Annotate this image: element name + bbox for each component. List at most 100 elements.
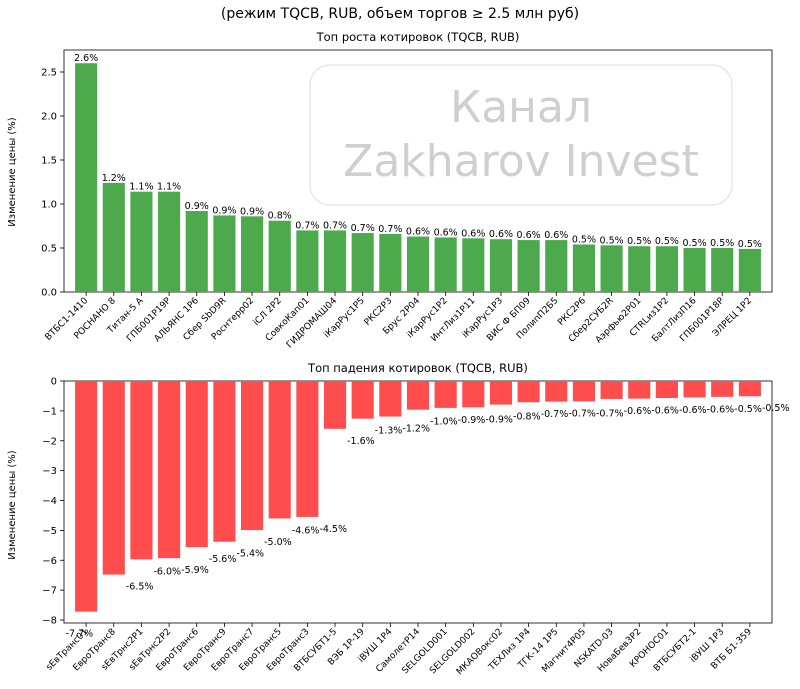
watermark-line2: Zakharov Invest xyxy=(343,136,699,187)
bar xyxy=(102,182,125,292)
bar xyxy=(572,381,595,402)
data-label: 0.6% xyxy=(544,230,568,241)
bar xyxy=(489,239,513,292)
bar xyxy=(213,381,236,542)
bar xyxy=(158,381,181,559)
y-tick-label: 0.5 xyxy=(41,244,57,255)
data-label: 0.6% xyxy=(489,229,513,240)
data-label: -5.6% xyxy=(209,554,237,565)
bar xyxy=(268,220,291,292)
y-tick-label: −3 xyxy=(42,466,57,477)
x-tick-label: ГИДРОМАШ04 xyxy=(285,296,339,350)
bar xyxy=(130,191,153,292)
y-tick-label: −5 xyxy=(42,526,57,537)
data-label: 0.7% xyxy=(295,220,319,231)
data-label: 0.9% xyxy=(212,205,236,216)
top-losers-ylabel: Изменение цены (%) xyxy=(7,450,18,560)
bar xyxy=(296,230,319,292)
data-label: -0.7% xyxy=(568,409,596,420)
y-tick-label: −1 xyxy=(42,406,57,417)
bar xyxy=(323,230,347,292)
bar xyxy=(323,381,347,429)
data-label: 1.1% xyxy=(129,182,153,193)
data-label: 1.1% xyxy=(157,182,181,193)
bar xyxy=(75,381,98,612)
top-losers-plot: 0−1−2−3−4−5−6−7−8-7.7%sЕвТранс01-6.5%Евр… xyxy=(42,377,789,678)
bar xyxy=(268,381,291,519)
data-label: 0.7% xyxy=(323,220,347,231)
suptitle: (режим TQCB, RUB, объем торгов ≥ 2.5 млн… xyxy=(221,6,579,22)
data-label: -4.6% xyxy=(292,525,320,536)
bar xyxy=(434,381,457,408)
data-label: -0.6% xyxy=(679,405,707,416)
bar xyxy=(213,215,236,292)
y-tick-label: −7 xyxy=(42,586,57,597)
data-label: 0.6% xyxy=(406,227,430,238)
bar xyxy=(406,236,430,292)
data-label: -6.5% xyxy=(126,582,154,593)
bar xyxy=(130,381,153,560)
data-label: 0.7% xyxy=(378,224,402,235)
bar xyxy=(406,381,430,410)
top-losers-title: Топ падения котировок (TQCB, RUB) xyxy=(307,361,528,375)
y-tick-label: 2.0 xyxy=(41,112,57,123)
data-label: 0.8% xyxy=(268,211,292,222)
data-label: -0.9% xyxy=(485,414,513,425)
bar xyxy=(628,246,651,292)
data-label: -1.2% xyxy=(402,424,430,435)
data-label: -0.7% xyxy=(541,409,569,420)
data-label: 0.7% xyxy=(351,223,375,234)
data-label: -0.8% xyxy=(513,412,541,423)
watermark-frame xyxy=(309,64,733,206)
data-label: 0.5% xyxy=(655,236,679,247)
data-label: -0.6% xyxy=(651,406,679,417)
data-label: -1.0% xyxy=(430,417,458,428)
top-losers-chart: Топ падения котировок (TQCB, RUB) Измене… xyxy=(7,361,790,677)
data-label: -0.6% xyxy=(624,406,652,417)
bar xyxy=(683,248,706,292)
bar xyxy=(462,238,485,292)
bar xyxy=(600,245,623,292)
bar xyxy=(628,381,651,399)
bar xyxy=(75,63,98,293)
data-label: -0.5% xyxy=(762,403,790,414)
y-tick-label: 2.5 xyxy=(41,68,57,79)
y-tick-label: 0 xyxy=(51,377,57,388)
top-gainers-chart: Топ роста котировок (TQCB, RUB) Изменени… xyxy=(7,30,773,350)
top-gainers-plot: 0.00.51.01.52.02.52.6%ВТБС1-14101.2%РОСН… xyxy=(41,49,773,350)
data-label: -5.0% xyxy=(264,537,292,548)
data-label: -4.5% xyxy=(319,524,347,535)
bar xyxy=(600,381,623,399)
bar xyxy=(655,381,678,399)
bar xyxy=(711,248,734,292)
y-tick-label: 1.5 xyxy=(41,156,57,167)
y-tick-label: −2 xyxy=(42,436,57,447)
y-tick-label: −8 xyxy=(42,616,57,627)
data-label: -6.0% xyxy=(154,566,182,577)
bar xyxy=(379,381,402,417)
watermark: Канал Zakharov Invest xyxy=(309,64,733,206)
data-label: -5.4% xyxy=(236,549,264,560)
data-label: -5.9% xyxy=(181,565,209,576)
bar xyxy=(379,233,402,292)
bar xyxy=(572,244,595,292)
data-label: 1.2% xyxy=(102,173,126,184)
data-label: 0.9% xyxy=(185,201,209,212)
data-label: 0.5% xyxy=(600,235,624,246)
data-label: 0.5% xyxy=(682,238,706,249)
bar xyxy=(185,381,208,548)
top-gainers-ylabel: Изменение цены (%) xyxy=(7,117,18,227)
data-label: -1.3% xyxy=(375,426,403,437)
data-label: -7.7% xyxy=(66,629,94,640)
bar xyxy=(158,191,181,292)
y-tick-label: 1.0 xyxy=(41,200,57,211)
bar xyxy=(738,248,761,292)
data-label: -0.7% xyxy=(596,408,624,419)
watermark-line1: Канал xyxy=(450,82,592,133)
data-label: 0.9% xyxy=(240,206,264,217)
y-tick-label: −6 xyxy=(42,556,57,567)
data-label: 0.6% xyxy=(434,227,458,238)
data-label: 0.6% xyxy=(517,230,541,241)
bar xyxy=(296,381,319,517)
